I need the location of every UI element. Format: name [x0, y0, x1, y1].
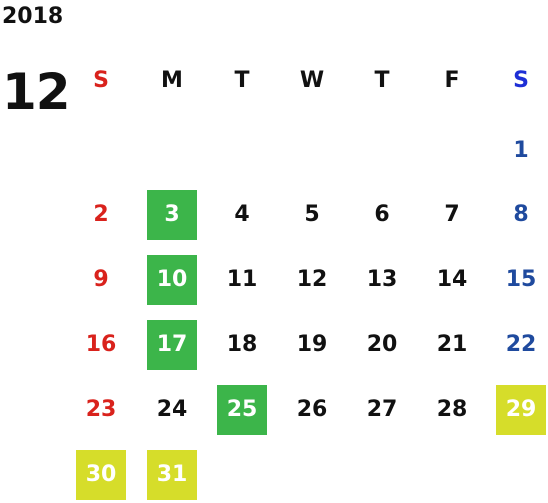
day-cell-16[interactable]: 16 — [85, 332, 117, 357]
weekday-wed: W — [299, 68, 325, 93]
weekday-sun: S — [93, 68, 109, 93]
day-cell-8[interactable]: 8 — [513, 202, 529, 227]
day-cell-23[interactable]: 23 — [85, 397, 117, 422]
day-cell-14[interactable]: 14 — [436, 267, 468, 292]
day-cell-19[interactable]: 19 — [296, 332, 328, 357]
day-cell-9[interactable]: 9 — [93, 267, 109, 292]
year-label: 2018 — [2, 4, 64, 29]
day-cell-22[interactable]: 22 — [505, 332, 537, 357]
day-cell-26[interactable]: 26 — [296, 397, 328, 422]
day-cell-13[interactable]: 13 — [366, 267, 398, 292]
day-cell-24[interactable]: 24 — [156, 397, 188, 422]
day-cell-17[interactable]: 17 — [147, 320, 197, 370]
weekday-thu: T — [374, 68, 390, 93]
day-cell-25[interactable]: 25 — [217, 385, 267, 435]
day-cell-28[interactable]: 28 — [436, 397, 468, 422]
day-cell-27[interactable]: 27 — [366, 397, 398, 422]
day-cell-30[interactable]: 30 — [76, 450, 126, 500]
day-cell-20[interactable]: 20 — [366, 332, 398, 357]
weekday-sat: S — [513, 68, 529, 93]
day-cell-11[interactable]: 11 — [226, 267, 258, 292]
day-cell-15[interactable]: 15 — [505, 267, 537, 292]
day-cell-18[interactable]: 18 — [226, 332, 258, 357]
day-cell-21[interactable]: 21 — [436, 332, 468, 357]
weekday-mon: M — [161, 68, 183, 93]
day-cell-29[interactable]: 29 — [496, 385, 546, 435]
weekday-tue: T — [234, 68, 250, 93]
month-number: 12 — [2, 63, 71, 121]
weekday-fri: F — [444, 68, 460, 93]
day-cell-5[interactable]: 5 — [304, 202, 320, 227]
day-cell-10[interactable]: 10 — [147, 255, 197, 305]
day-cell-12[interactable]: 12 — [296, 267, 328, 292]
day-cell-31[interactable]: 31 — [147, 450, 197, 500]
day-cell-2[interactable]: 2 — [93, 202, 109, 227]
day-cell-4[interactable]: 4 — [234, 202, 250, 227]
day-cell-3[interactable]: 3 — [147, 190, 197, 240]
day-cell-6[interactable]: 6 — [374, 202, 390, 227]
day-cell-7[interactable]: 7 — [444, 202, 460, 227]
day-cell-1[interactable]: 1 — [513, 138, 529, 163]
